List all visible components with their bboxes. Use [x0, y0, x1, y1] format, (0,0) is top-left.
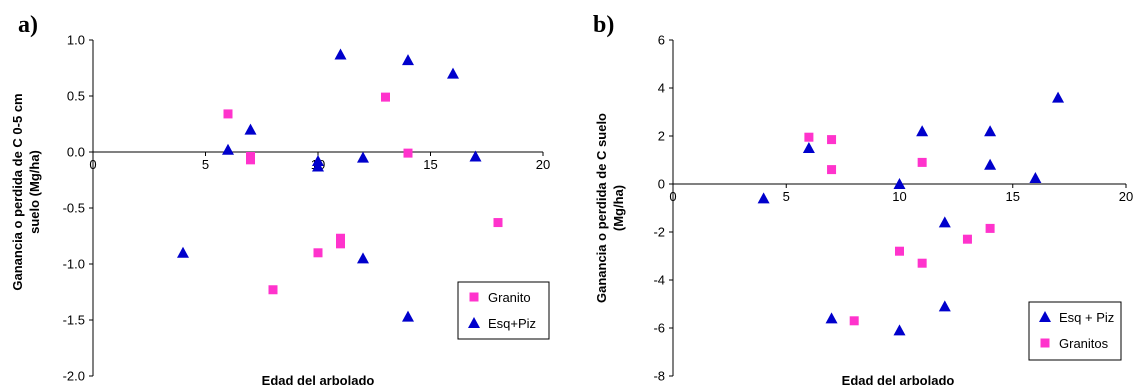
- data-point-square: [849, 316, 859, 326]
- data-point-triangle: [825, 312, 838, 324]
- data-point-square: [336, 239, 345, 249]
- data-point-triangle: [402, 54, 414, 66]
- y-axis-label-line-1: Ganancia o perdida de C suelo: [594, 113, 609, 303]
- data-point-square: [827, 135, 837, 145]
- y-tick-label: -6: [653, 321, 665, 336]
- data-point-square: [403, 148, 413, 158]
- data-point-triangle: [1029, 172, 1042, 183]
- plot-area: -2.0-1.5-1.0-0.50.00.51.005101520: [63, 33, 551, 384]
- y-axis-label: Ganancia o perdida de C 0-5 cm suelo (Mg…: [10, 93, 42, 290]
- y-tick-label: -2.0: [63, 369, 85, 384]
- chart-panel-b: b) Edad del arbolado Ganancia o perdida …: [593, 12, 1133, 388]
- data-point-square: [985, 223, 995, 233]
- data-point-square: [962, 234, 972, 244]
- data-point-triangle: [402, 310, 414, 322]
- y-tick-label: 1.0: [67, 33, 85, 48]
- data-point-triangle: [984, 125, 997, 137]
- legend-entry-label: Esq + Piz: [1059, 310, 1114, 325]
- data-point-square: [895, 246, 904, 256]
- data-point-triangle: [244, 123, 257, 135]
- y-axis-label-line-2: (Mg/ha): [611, 185, 626, 231]
- data-point-triangle: [312, 160, 324, 172]
- x-tick-label: 0: [89, 157, 96, 172]
- plot-area: -8 -6 -4 -2 0 2 4 6 0 5 10 15 20: [653, 33, 1133, 384]
- x-axis-label: Edad del arbolado: [842, 373, 955, 388]
- data-point-triangle: [1039, 311, 1051, 322]
- legend: Granito Esq+Piz: [457, 281, 550, 340]
- x-tick-label: 15: [423, 157, 437, 172]
- y-tick-label: -2: [653, 225, 665, 240]
- x-tick-label: 5: [783, 189, 790, 204]
- y-axis-label-line-1: Ganancia o perdida de C 0-5 cm: [10, 93, 25, 290]
- data-point-square: [1040, 338, 1050, 348]
- data-point-triangle: [468, 317, 480, 328]
- data-point-triangle: [334, 48, 347, 60]
- data-point-triangle: [757, 192, 770, 204]
- x-tick-label: 20: [1119, 189, 1133, 204]
- data-point-triangle: [357, 151, 369, 163]
- x-tick-label: 5: [202, 157, 209, 172]
- legend-entry-label: Granito: [488, 290, 531, 305]
- data-point-triangle: [938, 300, 951, 312]
- y-axis-label-line-2: suelo (Mg/ha): [27, 150, 42, 234]
- data-point-square: [493, 218, 503, 228]
- data-point-square: [246, 155, 255, 165]
- y-tick-label: 4: [658, 81, 665, 96]
- legend-box: [457, 281, 550, 340]
- y-tick-label: -4: [653, 273, 665, 288]
- x-tick-label: 0: [669, 189, 676, 204]
- x-tick-label: 15: [1006, 189, 1020, 204]
- data-point-triangle: [984, 158, 997, 170]
- x-axis-label: Edad del arbolado: [262, 373, 375, 388]
- chart-panel-a: a) Edad del arbolado Ganancia o perdida …: [10, 12, 550, 388]
- legend-box: [1028, 301, 1122, 361]
- data-point-triangle: [1052, 91, 1065, 103]
- data-point-square: [223, 109, 233, 119]
- data-point-triangle: [177, 246, 189, 258]
- data-point-square: [313, 248, 323, 258]
- y-tick-label: 0: [658, 177, 665, 192]
- x-tick-label: 20: [536, 157, 550, 172]
- y-tick-label: 0.0: [67, 145, 85, 160]
- data-point-square: [804, 132, 814, 142]
- data-point-square: [917, 258, 927, 268]
- data-point-triangle: [802, 142, 815, 153]
- legend: Esq + Piz Granitos: [1028, 301, 1122, 361]
- data-point-triangle: [938, 216, 951, 228]
- x-tick-label: 10: [892, 189, 906, 204]
- data-point-triangle: [222, 143, 234, 155]
- data-point-triangle: [357, 252, 369, 264]
- data-point-square: [469, 292, 479, 302]
- data-point-triangle: [916, 125, 929, 137]
- data-point-triangle: [312, 154, 324, 166]
- data-point-triangle: [893, 178, 906, 189]
- data-point-square: [381, 92, 390, 102]
- data-point-square: [268, 285, 278, 295]
- data-point-triangle: [447, 67, 459, 79]
- y-tick-label: -8: [653, 369, 665, 384]
- y-axis-label: Ganancia o perdida de C suelo (Mg/ha): [594, 113, 626, 303]
- y-tick-label: 0.5: [67, 89, 85, 104]
- y-tick-label: -1.5: [63, 313, 85, 328]
- legend-entry-label: Granitos: [1059, 336, 1109, 351]
- data-point-triangle: [893, 324, 906, 336]
- data-point-square: [336, 233, 345, 243]
- panel-label: a): [18, 12, 38, 38]
- y-tick-label: -0.5: [63, 201, 85, 216]
- legend-entry-label: Esq+Piz: [488, 316, 536, 331]
- y-tick-label: 2: [658, 129, 665, 144]
- y-tick-label: 6: [658, 33, 665, 48]
- y-tick-label: -1.0: [63, 257, 85, 272]
- panel-label: b): [593, 12, 614, 38]
- data-point-square: [917, 157, 927, 167]
- data-point-square: [827, 165, 837, 175]
- data-point-triangle: [469, 150, 482, 162]
